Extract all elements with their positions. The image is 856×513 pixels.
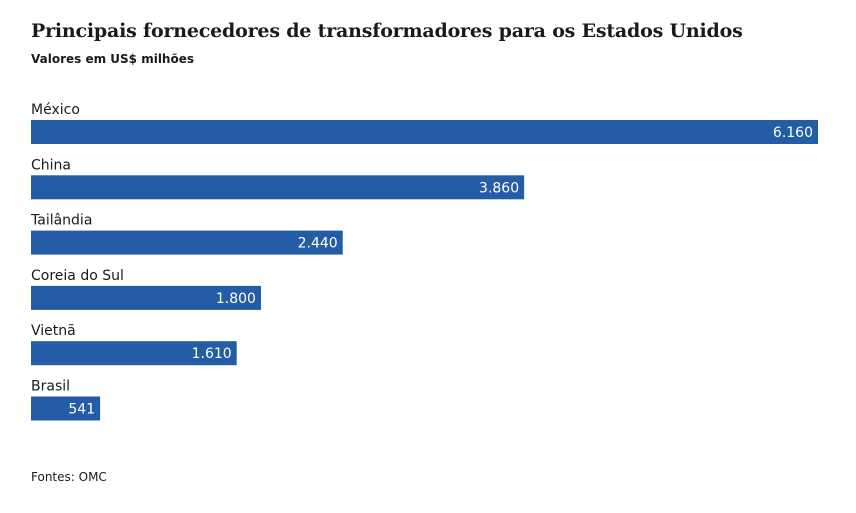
value-label: 2.440 — [298, 236, 338, 252]
bar — [31, 120, 818, 144]
bar-row: China 3.860 — [31, 157, 525, 200]
category-label: Vietnã — [31, 323, 76, 339]
bar-row: México 6.160 — [31, 102, 818, 144]
chart-title: Principais fornecedores de transformador… — [31, 20, 743, 42]
value-label: 1.800 — [216, 291, 256, 307]
bar-row: Coreia do Sul 1.800 — [31, 268, 261, 310]
bar — [31, 230, 343, 255]
value-label: 1.610 — [192, 346, 232, 362]
value-label: 541 — [68, 402, 95, 418]
category-label: Coreia do Sul — [31, 268, 124, 284]
category-label: Tailândia — [30, 213, 92, 229]
bar-row: Brasil 541 — [31, 379, 101, 421]
bar-row: Tailândia 2.440 — [30, 213, 343, 255]
bar — [31, 175, 525, 200]
category-label: México — [31, 102, 80, 118]
category-label: Brasil — [31, 379, 70, 395]
bar — [31, 396, 101, 421]
category-label: China — [31, 157, 71, 173]
bar — [31, 341, 237, 366]
value-label: 6.160 — [773, 125, 813, 141]
value-label: 3.860 — [479, 180, 519, 196]
bar — [31, 285, 261, 310]
bar-row: Vietnã 1.610 — [31, 323, 237, 366]
source-note: Fontes: OMC — [31, 470, 107, 484]
chart-subtitle: Valores em US$ milhões — [31, 52, 194, 66]
